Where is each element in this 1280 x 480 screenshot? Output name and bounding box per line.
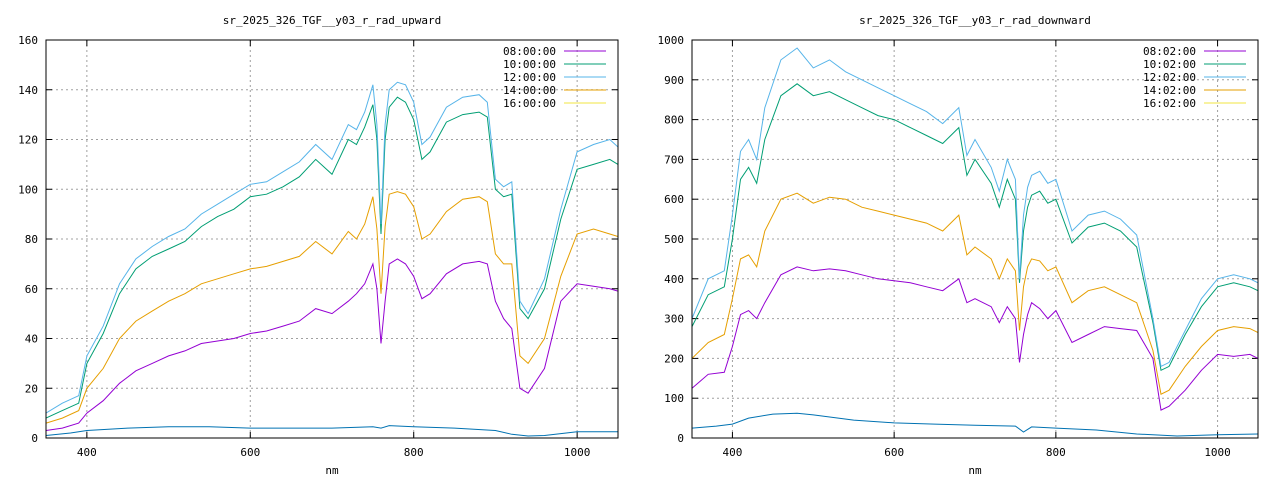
series-line-08-00-00 [46, 258, 618, 431]
series-line-10-02-00 [692, 83, 1258, 372]
series-line-12-00-00 [46, 81, 618, 414]
x-tick-label: 1000 [1204, 446, 1231, 459]
y-tick-label: 700 [664, 153, 684, 166]
y-tick-label: 300 [664, 313, 684, 326]
legend-label: 12:02:00 [1143, 71, 1196, 84]
chart-downward: sr_2025_326_TGF__y03_r_rad_downward 0 100 2… [658, 14, 1259, 477]
series-line-14-02-00 [692, 192, 1258, 395]
x-axis-label: nm [968, 464, 982, 477]
chart-title: sr_2025_326_TGF__y03_r_rad_downward [859, 14, 1091, 27]
x-tick-label: 400 [722, 446, 742, 459]
series-line-12-02-00 [692, 47, 1258, 368]
x-tick-label: 800 [1046, 446, 1066, 459]
series-line-10-00-00 [46, 96, 618, 419]
y-tick-label: 160 [18, 34, 38, 47]
y-tick-label: 0 [677, 432, 684, 445]
y-tick-label: 400 [664, 273, 684, 286]
x-tick-label: 600 [240, 446, 260, 459]
y-tick-label: 900 [664, 74, 684, 87]
y-tick-label: 200 [664, 352, 684, 365]
series-line-08-02-00 [692, 266, 1258, 411]
legend-label: 14:02:00 [1143, 84, 1196, 97]
series-line-unnamed [46, 425, 618, 437]
legend-label: 16:02:00 [1143, 97, 1196, 110]
y-tick-label: 600 [664, 193, 684, 206]
y-tick-label: 0 [31, 432, 38, 445]
legend-label: 12:00:00 [503, 71, 556, 84]
legend-label: 14:00:00 [503, 84, 556, 97]
chart-upward: sr_2025_326_TGF__y03_r_rad_upward 0 20 40 60… [18, 14, 619, 477]
x-tick-label: 600 [884, 446, 904, 459]
chart-title: sr_2025_326_TGF__y03_r_rad_upward [223, 14, 442, 27]
legend-label: 08:00:00 [503, 45, 556, 58]
y-tick-label: 20 [25, 382, 38, 395]
y-tick-label: 140 [18, 84, 38, 97]
legend-label: 08:02:00 [1143, 45, 1196, 58]
series-line-unnamed [692, 412, 1258, 437]
y-tick-label: 40 [25, 333, 38, 346]
legend-label: 10:02:00 [1143, 58, 1196, 71]
legend-label: 16:00:00 [503, 97, 556, 110]
x-axis-label: nm [325, 464, 339, 477]
legend-label: 10:00:00 [503, 58, 556, 71]
y-tick-label: 800 [664, 114, 684, 127]
plot-frame [45, 39, 619, 439]
x-tick-label: 1000 [564, 446, 591, 459]
y-tick-label: 1000 [658, 34, 685, 47]
y-tick-label: 100 [18, 183, 38, 196]
series-line-14-00-00 [46, 191, 618, 424]
x-tick-label: 800 [404, 446, 424, 459]
x-tick-label: 400 [77, 446, 97, 459]
y-tick-label: 500 [664, 233, 684, 246]
y-tick-label: 60 [25, 283, 38, 296]
y-tick-label: 100 [664, 392, 684, 405]
plot-frame [691, 39, 1259, 439]
y-tick-label: 120 [18, 134, 38, 147]
y-tick-label: 80 [25, 233, 38, 246]
